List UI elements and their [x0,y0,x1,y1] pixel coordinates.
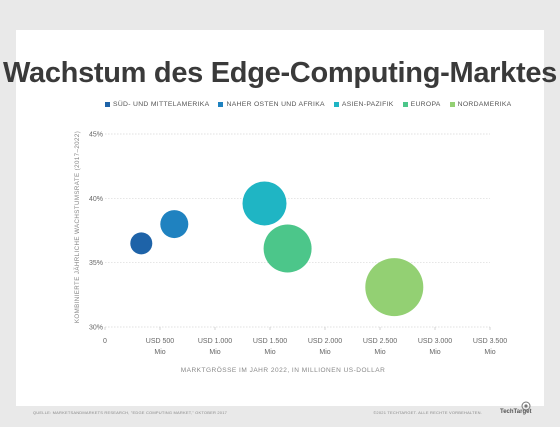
legend-label: ASIEN-PAZIFIK [341,100,394,108]
x-tick-label: USD 1.000 [198,338,232,345]
y-tick-label: 40% [89,196,103,203]
copyright-note: ©2021 TECHTARGET. ALLE RECHTE VORBEHALTE… [373,410,482,415]
legend-swatch [218,101,224,107]
chart-title: Wachstum des Edge-Computing-Marktes [3,57,557,89]
legend-label: SÜD- UND MITTELAMERIKA [113,100,210,108]
bubble-naher-osten-und-afrika [160,210,189,239]
source-note: QUELLE: MARKETSANDMARKETS RESEARCH, "EDG… [33,410,228,415]
x-tick-unit: Mio [319,349,330,356]
x-tick-unit: Mio [154,349,165,356]
y-tick-label: 45% [89,132,103,139]
x-tick-unit: Mio [429,349,440,356]
x-tick-label: USD 1.500 [253,338,287,345]
y-tick-label: 30% [89,325,103,332]
x-tick-unit: Mio [264,349,275,356]
bubble-asien-pazifik [242,181,287,226]
legend-swatch [105,101,110,107]
x-tick-unit: Mio [209,349,220,356]
bubble-nordamerika [365,258,424,317]
legend-swatch [333,101,339,107]
bubble-europa [263,224,312,273]
legend-item: SÜD- UND MITTELAMERIKA [105,101,209,108]
x-tick-unit: Mio [484,349,495,356]
x-axis-ticks: 0 USD 500 Mio USD 1.000 Mio USD 1.500 Mio USD 2… [103,327,507,356]
legend-item: ASIEN-PAZIFIK [333,100,394,108]
legend-label: NAHER OSTEN UND AFRIKA [226,100,325,108]
x-tick-label: 0 [103,338,107,345]
legend-label: EUROPA [410,100,441,108]
brand-name: TechTarget [500,409,532,415]
x-tick-label: USD 3.000 [418,338,452,345]
bubbles [130,181,424,317]
y-axis-label: KOMBINIERTE JÄHRLICHE WACHSTUMSRATE (201… [74,131,81,323]
y-tick-label: 35% [89,260,103,267]
legend-swatch [449,101,455,107]
x-tick-label: USD 2.000 [308,338,342,345]
chart-legend: SÜD- UND MITTELAMERIKA NAHER OSTEN UND AF… [105,98,512,110]
x-tick-label: USD 3.500 [473,338,507,345]
x-tick-label: USD 2.500 [363,338,397,345]
legend-swatch [402,101,408,107]
legend-item: EUROPA [402,100,441,108]
legend-item: NAHER OSTEN UND AFRIKA [218,100,325,108]
x-tick-label: USD 500 [146,338,175,345]
x-axis-label: MARKTGRÖSSE IM JAHR 2022, IN MILLIONEN U… [181,366,386,374]
bubble-süd-und-mittelamerika [130,232,153,255]
legend-label: NORDAMERIKA [457,100,512,108]
techtarget-logo-icon [521,401,531,411]
legend-item: NORDAMERIKA [449,100,512,108]
y-axis-ticks: 30% 35% 40% 45% [89,132,103,332]
x-tick-unit: Mio [374,349,385,356]
